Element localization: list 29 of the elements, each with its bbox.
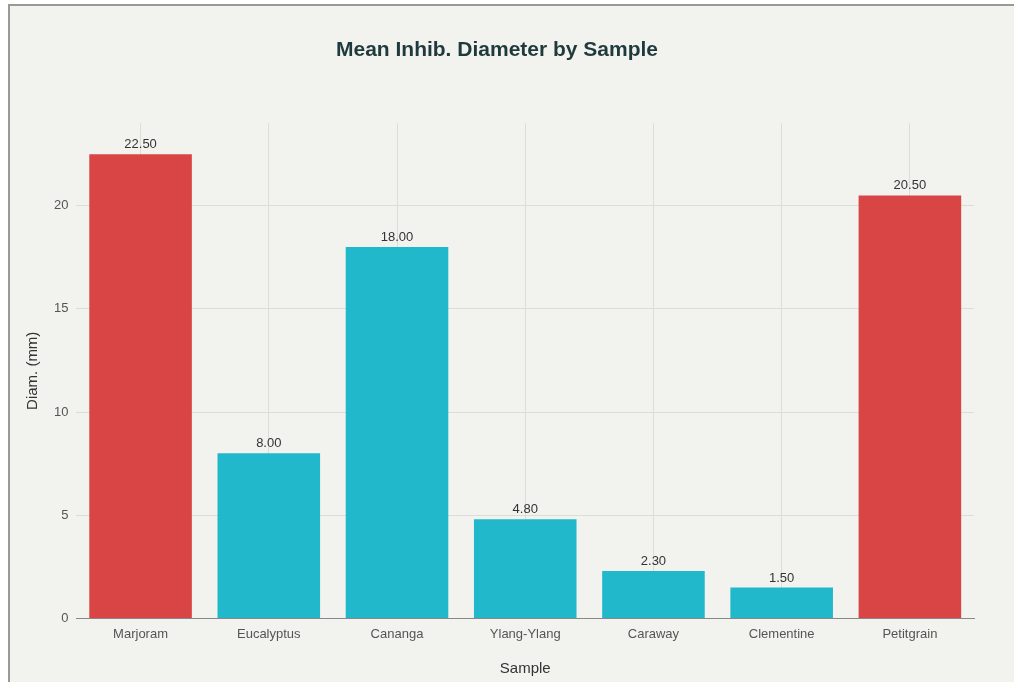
y-tick-label: 10	[53, 403, 69, 419]
x-tick-label: Cananga	[370, 625, 425, 641]
data-label: 4.80	[512, 501, 538, 517]
x-tick-label: Eucalyptus	[236, 625, 302, 641]
x-tick-label: Caraway	[627, 625, 680, 641]
y-tick-label: 20	[53, 197, 69, 213]
y-axis-title: Diam. (mm)	[23, 331, 41, 410]
x-tick-label: Petitgrain	[882, 625, 938, 641]
data-label: 20.50	[893, 177, 927, 193]
chart-title: Mean Inhib. Diameter by Sample	[335, 37, 659, 61]
bar	[345, 247, 449, 618]
bar	[858, 195, 962, 618]
x-tick-label: Clementine	[748, 625, 815, 641]
bar	[217, 453, 321, 618]
data-label: 22.50	[124, 136, 157, 152]
bar	[473, 519, 577, 618]
y-tick-label: 5	[61, 506, 69, 522]
x-tick-label: Marjoram	[113, 625, 169, 641]
data-label: 18.00	[380, 229, 414, 245]
data-label: 2.30	[640, 553, 667, 569]
x-tick-label: Ylang-Ylang	[489, 625, 561, 641]
bar	[602, 570, 705, 618]
data-label: 1.50	[769, 569, 795, 585]
data-label: 8.00	[256, 435, 282, 451]
x-axis-title: Sample	[499, 659, 551, 677]
bar	[730, 587, 833, 618]
bar	[89, 154, 192, 618]
y-tick-label: 15	[53, 300, 69, 316]
y-tick-label: 0	[61, 609, 69, 625]
